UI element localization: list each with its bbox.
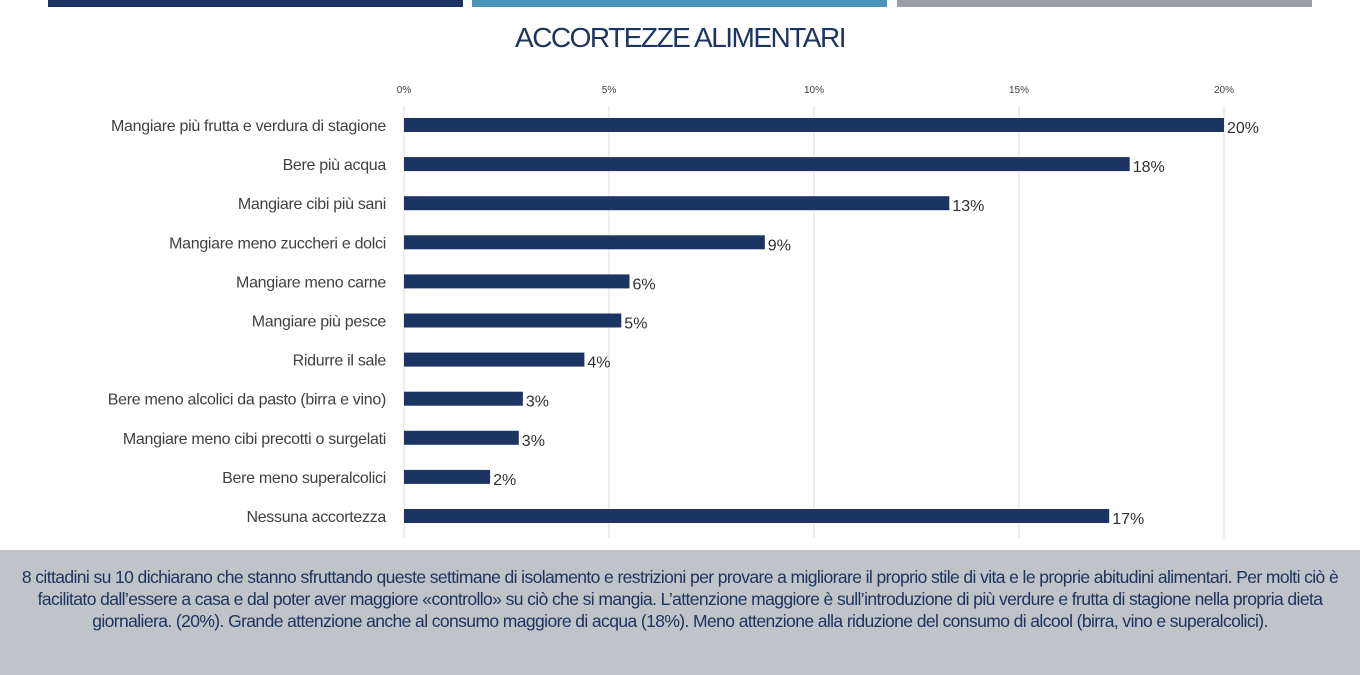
bar-chart: 0% 5% 10% 15% 20% Mangiare più frutta e verdu… — [108, 85, 1259, 538]
data-label: 5% — [624, 316, 647, 333]
bar — [404, 313, 622, 328]
category-label: Mangiare meno zuccheri e dolci — [169, 235, 386, 252]
bar — [404, 235, 765, 250]
bar — [404, 509, 1110, 523]
category-label: Mangiare meno cibi precotti o surgelati — [123, 431, 386, 448]
bar — [404, 157, 1130, 172]
category-label: Bere meno superalcolici — [222, 470, 386, 487]
data-label: 4% — [587, 355, 610, 372]
bar — [404, 469, 491, 484]
chart-title: ACCORTEZZE ALIMENTARI — [515, 22, 846, 53]
x-tick-label: 20% — [1214, 85, 1234, 96]
bar — [404, 196, 950, 211]
bar — [404, 430, 519, 445]
category-label: Mangiare meno carne — [236, 274, 386, 291]
top-accent-bar-3 — [897, 0, 1312, 7]
x-tick-label: 15% — [1009, 85, 1029, 96]
bar — [404, 118, 1224, 132]
data-label: 13% — [952, 198, 984, 215]
summary-text: 8 cittadini su 10 dichiarano che stanno … — [21, 567, 1339, 631]
category-label: Nessuna accortezza — [246, 509, 386, 526]
bar — [404, 391, 523, 406]
summary-footer: 8 cittadini su 10 dichiarano che stanno … — [0, 550, 1360, 675]
data-label: 18% — [1133, 159, 1165, 176]
category-label: Mangiare più pesce — [252, 314, 387, 331]
x-tick-label: 0% — [397, 85, 412, 96]
x-tick-label: 5% — [602, 85, 617, 96]
category-label: Ridurre il sale — [293, 353, 387, 370]
category-label: Bere meno alcolici da pasto (birra e vin… — [108, 392, 386, 409]
category-label: Mangiare cibi più sani — [238, 196, 386, 213]
top-accent-bar-1 — [48, 0, 463, 7]
data-label: 20% — [1227, 120, 1259, 137]
data-label: 3% — [526, 394, 549, 411]
category-label: Bere più acqua — [283, 157, 387, 174]
bar — [404, 352, 585, 367]
data-label: 2% — [493, 472, 516, 489]
bar — [404, 274, 630, 289]
data-label: 3% — [522, 433, 545, 450]
data-label: 17% — [1112, 511, 1144, 528]
x-tick-label: 10% — [804, 85, 824, 96]
top-accent-bar-2 — [472, 0, 887, 7]
data-label: 9% — [768, 237, 791, 254]
category-label: Mangiare più frutta e verdura di stagion… — [111, 118, 386, 135]
data-label: 6% — [633, 276, 656, 293]
